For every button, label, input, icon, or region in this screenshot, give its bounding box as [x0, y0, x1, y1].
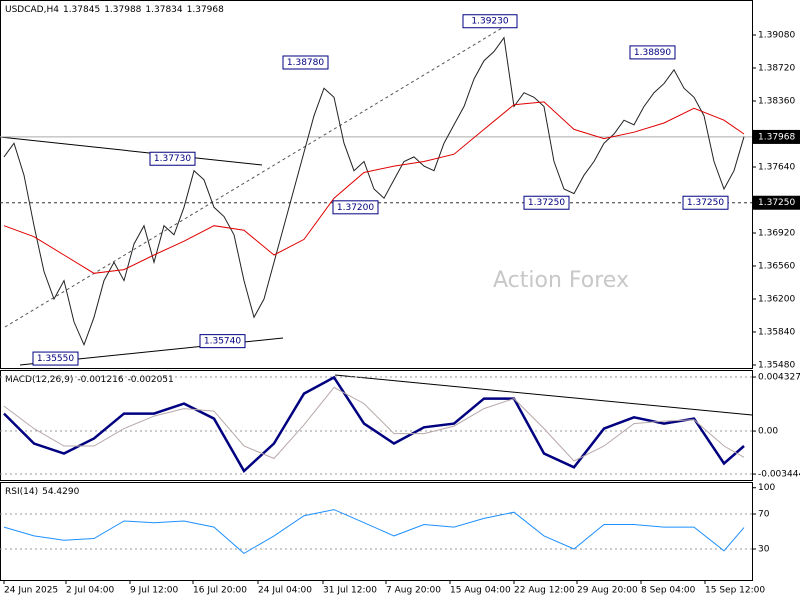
level-box [629, 45, 676, 60]
x-tick-label: 22 Aug 12:00 [514, 586, 575, 596]
series-line [3, 375, 745, 473]
y-tick-label: 1.35480 [758, 360, 795, 370]
header-value: 1.37834 [145, 5, 182, 15]
x-tick-label: 24 Jul 04:00 [258, 586, 312, 596]
x-tick-label: 15 Aug 04:00 [450, 586, 511, 596]
level-label: 1.38890 [634, 48, 671, 58]
panel-header: RSI(14) 54.4290 [5, 487, 80, 497]
level-box [332, 200, 379, 215]
x-tick-label: 16 Jul 20:00 [193, 586, 247, 596]
y-tick-label: 1.35840 [758, 327, 795, 337]
x-tick-label: 8 Sep 04:00 [641, 586, 696, 596]
y-tick-label: 1.36560 [758, 261, 795, 271]
level-box [282, 55, 329, 70]
header-value: 1.37845 [63, 5, 100, 15]
y-tick-label: 1.36200 [758, 294, 795, 304]
y-tick-label: 0.00 [758, 427, 778, 437]
level-box [462, 14, 518, 29]
x-tick-label: 15 Sep 12:00 [705, 586, 765, 596]
level-box [523, 195, 570, 210]
series-line [3, 509, 745, 555]
price-label-box [752, 129, 800, 144]
header-value: -0.001216 [77, 375, 123, 385]
header-value: 1.37988 [104, 5, 141, 15]
series-line [3, 386, 745, 462]
y-tick-label: 1.39080 [758, 30, 795, 40]
y-tick-label: 100 [758, 483, 775, 493]
panel-title: RSI(14) [5, 487, 38, 497]
level-label: 1.37730 [154, 154, 191, 164]
watermark: Action Forex [493, 268, 629, 293]
x-tick-label: 31 Jul 12:00 [323, 586, 377, 596]
x-tick-label: 2 Jul 04:00 [66, 586, 115, 596]
level-label: 1.35740 [204, 337, 241, 347]
level-label: 1.38780 [287, 58, 324, 68]
y-tick-label: 1.38360 [758, 96, 795, 106]
macd-panel [0, 370, 753, 481]
x-tick-label: 9 Jul 12:00 [130, 586, 179, 596]
level-label: 1.37200 [337, 203, 374, 213]
y-tick-label: 0.004327 [758, 373, 800, 383]
level-box [682, 195, 729, 210]
macd-trendline [334, 374, 753, 416]
y-tick-label: 1.37640 [758, 162, 795, 172]
header-value: -0.002051 [128, 375, 174, 385]
y-tick-label: 1.38720 [758, 63, 795, 73]
level-label: 1.37250 [528, 198, 565, 208]
panel-header: USDCAD,H4 1.37845 1.37988 1.37834 1.37968 [5, 5, 224, 15]
y-tick-label: 70 [758, 509, 770, 519]
x-tick-label: 29 Aug 20:00 [577, 586, 638, 596]
price-panel [0, 0, 753, 369]
trendline [0, 136, 263, 166]
x-tick-label: 24 Jun 2025 [4, 586, 58, 596]
level-box [32, 351, 79, 366]
price-label: 1.37968 [758, 132, 795, 142]
header-value: 1.37968 [187, 5, 224, 15]
header-value: 54.4290 [42, 487, 79, 497]
level-label: 1.35550 [37, 354, 74, 364]
y-tick-label: 1.36920 [758, 228, 795, 238]
x-tick-label: 7 Aug 20:00 [386, 586, 441, 596]
y-tick-label: 30 [758, 545, 770, 555]
panel-header: MACD(12,26,9) -0.001216 -0.002051 [5, 375, 174, 385]
channel-line [4, 24, 508, 328]
y-tick-label: -0.003444 [758, 470, 800, 480]
level-box [149, 151, 196, 166]
rsi-panel [0, 482, 753, 581]
price-label-box [752, 195, 800, 210]
panel-title: USDCAD,H4 [5, 5, 59, 15]
level-label: 1.37250 [687, 198, 724, 208]
panel-title: MACD(12,26,9) [5, 375, 73, 385]
series-line [3, 101, 745, 274]
level-box [199, 334, 246, 349]
level-label: 1.39230 [471, 17, 508, 27]
price-label: 1.37250 [758, 198, 795, 208]
